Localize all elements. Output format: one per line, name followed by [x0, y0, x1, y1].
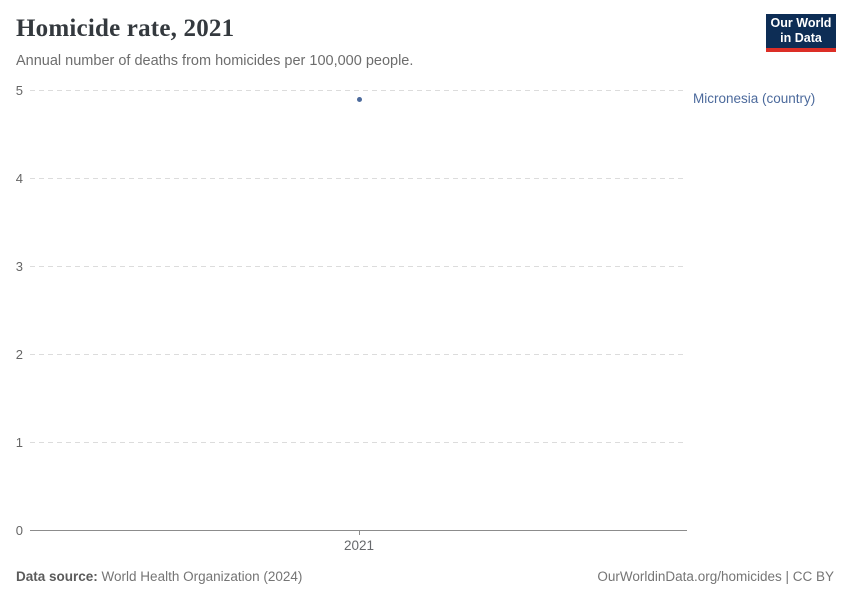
owid-logo[interactable]: Our World in Data: [766, 14, 836, 52]
entity-label-micronesia[interactable]: Micronesia (country): [693, 91, 816, 106]
x-axis-tick-mark: [359, 530, 360, 535]
gridline: [30, 178, 687, 179]
y-tick-label: 5: [15, 83, 23, 98]
chart-subtitle: Annual number of deaths from homicides p…: [16, 53, 414, 69]
chart-title: Homicide rate, 2021: [16, 15, 235, 42]
owid-logo-box: Our World in Data: [766, 14, 836, 48]
credit-link[interactable]: OurWorldinData.org/homicides | CC BY: [597, 569, 834, 584]
y-tick-label: 2: [15, 347, 23, 362]
data-point-micronesia[interactable]: [357, 97, 362, 102]
y-tick-label: 1: [15, 435, 23, 450]
data-source-value[interactable]: World Health Organization (2024): [101, 569, 303, 584]
x-axis-line: [30, 530, 687, 531]
owid-logo-line1: Our World: [770, 16, 832, 30]
data-source-note[interactable]: Data source: World Health Organization (…: [16, 569, 302, 584]
gridline: [30, 266, 687, 267]
gridline: [30, 354, 687, 355]
chart-footer: Data source: World Health Organization (…: [16, 569, 834, 584]
y-tick-label: 0: [15, 523, 23, 538]
data-source-label: Data source:: [16, 569, 98, 584]
gridline: [30, 90, 687, 91]
gridline: [30, 442, 687, 443]
x-tick-label: 2021: [343, 538, 375, 553]
owid-logo-accent-bar: [766, 48, 836, 52]
y-tick-label: 3: [15, 259, 23, 274]
y-tick-label: 4: [15, 171, 23, 186]
owid-logo-line2: in Data: [780, 31, 822, 45]
